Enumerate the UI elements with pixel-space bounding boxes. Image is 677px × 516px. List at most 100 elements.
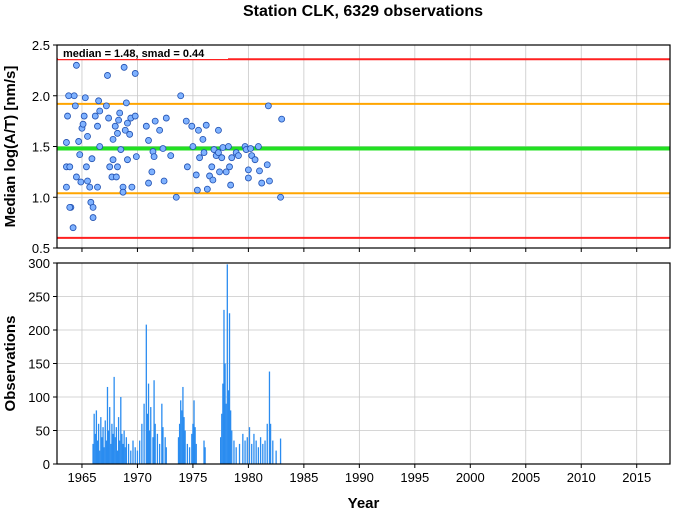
data-point <box>115 116 122 124</box>
data-point <box>160 177 168 185</box>
data-point <box>226 163 233 171</box>
x-tick-label: 2000 <box>456 470 485 485</box>
plot-frame <box>56 44 671 249</box>
y-tick-label: 300 <box>28 256 50 271</box>
data-point <box>120 63 128 71</box>
data-point <box>96 107 104 115</box>
data-point <box>77 178 85 186</box>
data-point <box>122 99 130 107</box>
data-point <box>192 171 200 179</box>
data-point <box>183 163 191 171</box>
plot-frame <box>56 262 671 465</box>
x-tick-label: 1980 <box>234 470 263 485</box>
data-point <box>189 143 197 150</box>
data-point <box>66 163 74 171</box>
data-point <box>70 92 78 100</box>
data-point <box>251 156 259 164</box>
data-point <box>76 151 84 159</box>
data-point <box>83 163 90 171</box>
data-point <box>142 122 150 130</box>
x-tick-label: 1975 <box>178 470 207 485</box>
data-point <box>215 126 222 134</box>
y-tick-label: 0.5 <box>32 241 50 256</box>
data-point <box>145 179 152 187</box>
x-tick-label: 1965 <box>68 470 97 485</box>
data-point <box>244 174 252 182</box>
data-point <box>106 163 114 171</box>
y-tick-label: 2.0 <box>32 89 50 104</box>
data-point <box>104 72 111 79</box>
data-point <box>156 126 164 134</box>
data-point <box>195 126 202 134</box>
data-point <box>159 145 167 152</box>
data-point <box>266 177 273 185</box>
data-point <box>96 143 104 150</box>
data-point <box>167 152 175 160</box>
y-tick-label: 200 <box>28 323 50 338</box>
data-point <box>193 186 201 194</box>
y-tick-label: 150 <box>28 357 50 372</box>
data-point <box>172 193 180 201</box>
data-point <box>263 161 271 169</box>
data-point <box>148 168 156 176</box>
x-tick-label: 1995 <box>400 470 429 485</box>
data-point <box>131 112 139 120</box>
data-point <box>196 154 203 162</box>
data-point <box>177 92 185 100</box>
data-point <box>215 149 222 156</box>
data-point <box>124 119 131 127</box>
data-point <box>71 102 79 110</box>
data-point <box>89 214 97 221</box>
data-point <box>258 179 266 187</box>
data-point <box>86 183 94 191</box>
data-point <box>65 92 73 100</box>
data-point <box>75 138 83 145</box>
data-point <box>228 154 236 162</box>
data-point <box>79 120 87 128</box>
data-point <box>89 203 97 211</box>
y-tick-label: 250 <box>28 290 50 305</box>
data-point <box>199 135 207 143</box>
data-point <box>150 153 158 161</box>
y-tick-label: 100 <box>28 390 50 405</box>
data-point <box>256 167 263 175</box>
y-tick-label: 0 <box>43 457 50 472</box>
data-point <box>73 61 80 69</box>
x-tick-label: 1970 <box>123 470 152 485</box>
data-point <box>94 183 101 191</box>
data-point <box>109 135 117 143</box>
data-point <box>254 143 262 150</box>
data-point <box>84 132 91 140</box>
data-point <box>109 156 117 164</box>
data-point <box>124 156 131 164</box>
data-point <box>114 129 121 137</box>
data-point <box>111 122 119 130</box>
data-point <box>81 94 89 102</box>
y-tick-label: 2.5 <box>32 38 50 53</box>
data-point <box>244 166 252 174</box>
data-point <box>188 122 196 130</box>
chart-title: Station CLK, 6329 observations <box>243 3 483 20</box>
y-tick-label: 1.5 <box>32 140 50 155</box>
data-point <box>202 121 210 129</box>
x-tick-label: 2010 <box>567 470 596 485</box>
data-point <box>84 177 91 185</box>
data-point <box>132 153 140 161</box>
data-point <box>80 112 88 120</box>
data-point <box>247 145 255 152</box>
data-point <box>69 224 77 232</box>
data-point <box>128 183 136 191</box>
data-point <box>117 146 125 153</box>
data-point <box>105 114 112 122</box>
data-point <box>277 193 284 201</box>
annotation: median = 1.48, smad = 0.44 <box>63 48 205 60</box>
data-point <box>227 181 235 189</box>
x-tick-label: 1985 <box>289 470 318 485</box>
data-point <box>145 137 152 144</box>
y-tick-label: 1.0 <box>32 190 50 205</box>
data-point <box>225 143 232 150</box>
x-tick-label: 2005 <box>511 470 540 485</box>
data-point <box>235 152 242 160</box>
y-tick-label: 50 <box>36 424 50 439</box>
data-point <box>94 122 101 130</box>
